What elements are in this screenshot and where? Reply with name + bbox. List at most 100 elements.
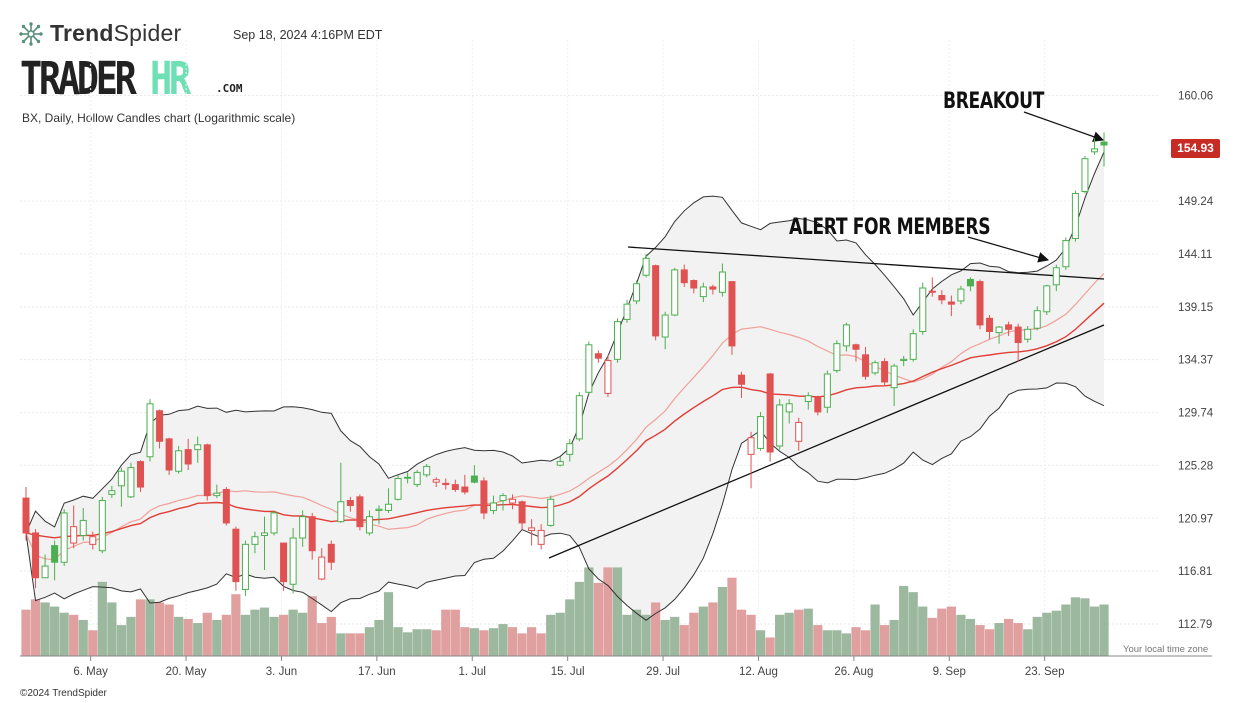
candle[interactable] — [356, 494, 364, 531]
candle[interactable] — [1024, 325, 1032, 343]
resistance-trendline[interactable] — [627, 246, 1105, 280]
candle[interactable] — [232, 526, 240, 591]
candle[interactable] — [804, 392, 812, 410]
candle[interactable] — [966, 277, 974, 292]
candle[interactable] — [823, 370, 831, 414]
candle[interactable] — [842, 322, 850, 352]
candle[interactable] — [1071, 190, 1079, 242]
candle[interactable] — [184, 438, 192, 471]
candle[interactable] — [785, 399, 793, 424]
candle[interactable] — [547, 495, 555, 527]
candle[interactable] — [1081, 155, 1089, 194]
candle[interactable] — [213, 484, 221, 499]
candle[interactable] — [738, 371, 745, 399]
candle[interactable] — [337, 462, 345, 523]
candle[interactable] — [299, 510, 307, 547]
candle[interactable] — [862, 347, 870, 380]
candle[interactable] — [241, 540, 249, 597]
candle[interactable] — [509, 494, 517, 510]
candle[interactable] — [890, 363, 898, 407]
candle[interactable] — [251, 531, 259, 554]
candle[interactable] — [461, 474, 469, 495]
candle[interactable] — [194, 436, 202, 463]
candle[interactable] — [938, 290, 946, 305]
candle[interactable] — [280, 542, 288, 591]
candle[interactable] — [728, 281, 736, 355]
candle[interactable] — [633, 280, 641, 305]
candle[interactable] — [1014, 323, 1022, 362]
candle[interactable] — [365, 510, 373, 536]
candle[interactable] — [709, 284, 717, 295]
candle[interactable] — [652, 264, 660, 341]
candle[interactable] — [51, 540, 59, 581]
candle[interactable] — [308, 512, 316, 560]
candle[interactable] — [528, 519, 536, 546]
candle[interactable] — [690, 279, 698, 294]
candle[interactable] — [585, 341, 593, 395]
candle[interactable] — [757, 411, 765, 451]
candle[interactable] — [346, 496, 354, 512]
candle[interactable] — [718, 263, 726, 297]
candle[interactable] — [175, 446, 183, 474]
candle[interactable] — [900, 355, 908, 367]
candle[interactable] — [146, 399, 154, 462]
candle[interactable] — [604, 354, 612, 397]
candle[interactable] — [203, 443, 211, 501]
candle[interactable] — [136, 460, 144, 492]
candle[interactable] — [499, 493, 507, 511]
candle[interactable] — [423, 463, 431, 478]
candle[interactable] — [1005, 321, 1013, 336]
candle[interactable] — [32, 529, 40, 589]
candle[interactable] — [814, 395, 822, 416]
candle[interactable] — [261, 516, 268, 570]
support-trendline[interactable] — [548, 324, 1105, 559]
candle[interactable] — [661, 311, 669, 350]
candle[interactable] — [89, 531, 97, 550]
candle[interactable] — [470, 465, 478, 484]
candle[interactable] — [70, 505, 78, 549]
candle[interactable] — [270, 510, 278, 536]
candle[interactable] — [623, 299, 631, 323]
candle[interactable] — [1043, 284, 1051, 316]
candle[interactable] — [957, 285, 965, 305]
candle[interactable] — [318, 548, 326, 581]
candle[interactable] — [537, 524, 545, 550]
candle[interactable] — [127, 462, 135, 499]
candle[interactable] — [98, 496, 106, 554]
candle[interactable] — [986, 315, 994, 340]
candle[interactable] — [432, 477, 440, 488]
candle[interactable] — [518, 500, 526, 530]
candle[interactable] — [41, 554, 49, 579]
candle[interactable] — [117, 467, 125, 507]
candle[interactable] — [852, 343, 860, 362]
candle[interactable] — [613, 318, 621, 363]
candle[interactable] — [795, 417, 803, 451]
candle[interactable] — [394, 474, 402, 501]
candle[interactable] — [413, 470, 421, 488]
candle[interactable] — [976, 279, 984, 330]
candle[interactable] — [947, 295, 955, 317]
candle[interactable] — [1052, 264, 1060, 292]
candle[interactable] — [833, 340, 841, 373]
candle[interactable] — [442, 478, 450, 490]
candle[interactable] — [995, 325, 1003, 344]
candle[interactable] — [385, 488, 393, 513]
candle[interactable] — [1090, 138, 1098, 155]
candle[interactable] — [747, 431, 755, 489]
candle[interactable] — [909, 329, 917, 362]
candle[interactable] — [1100, 132, 1108, 167]
candle[interactable] — [289, 527, 297, 594]
candle[interactable] — [881, 358, 889, 386]
candle[interactable] — [22, 487, 30, 541]
candle[interactable] — [327, 540, 335, 570]
candle[interactable] — [79, 507, 87, 541]
candle[interactable] — [489, 495, 497, 515]
candle[interactable] — [404, 472, 412, 484]
candle[interactable] — [919, 282, 927, 335]
candle[interactable] — [566, 438, 574, 462]
candle[interactable] — [222, 487, 230, 526]
candle[interactable] — [156, 409, 164, 449]
candle[interactable] — [556, 456, 564, 467]
candle[interactable] — [165, 437, 173, 475]
